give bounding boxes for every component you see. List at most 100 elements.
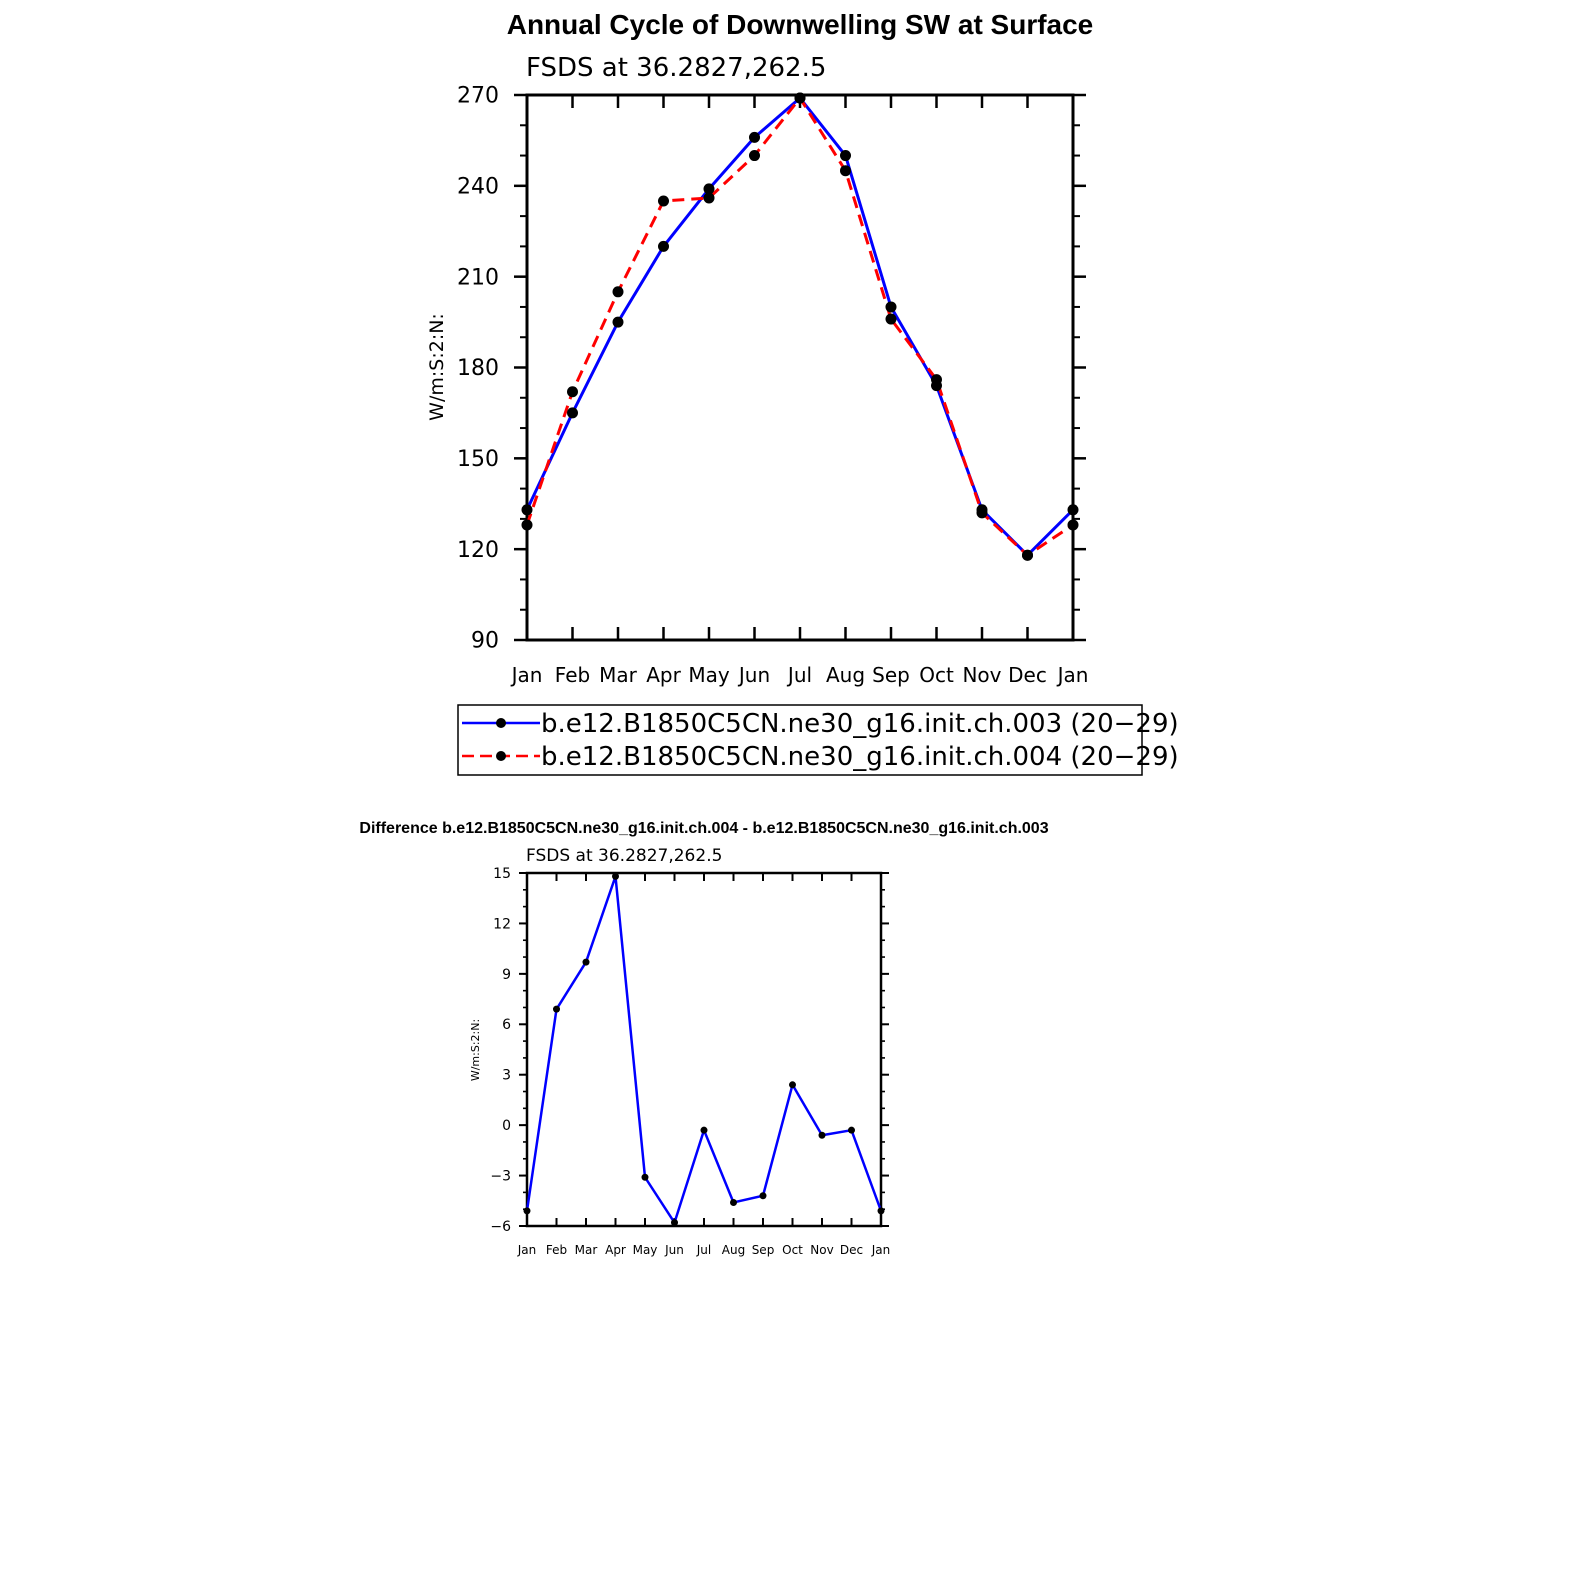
legend: b.e12.B1850C5CN.ne30_g16.init.ch.003 (20… <box>457 704 1179 776</box>
data-point-series-2 <box>612 286 624 298</box>
x-tick-label: Dec <box>1008 663 1047 687</box>
x-tick-label: Nov <box>810 1243 833 1257</box>
data-point-series-1 <box>523 1207 531 1215</box>
data-point-series-2 <box>976 507 988 519</box>
data-point-series-1 <box>521 504 533 516</box>
x-tick-label: Jan <box>1056 663 1089 687</box>
data-point-series-1 <box>641 1173 649 1181</box>
data-point-series-1 <box>582 958 590 966</box>
chart-title: Annual Cycle of Downwelling SW at Surfac… <box>507 9 1094 40</box>
x-tick-label: Jul <box>786 663 812 687</box>
x-tick-label: Oct <box>919 663 954 687</box>
data-point-series-1 <box>671 1219 678 1227</box>
x-tick-label: Jun <box>664 1243 684 1257</box>
data-point-series-1 <box>759 1192 767 1200</box>
chart-subtitle: FSDS at 36.2827,262.5 <box>526 53 826 83</box>
plot-frame: Jan Feb Mar Apr May Jun Jul Aug Sep Oct Nov Dec Jan−… <box>490 866 890 1257</box>
y-axis-label: W/m:S:2:N: <box>469 1019 482 1081</box>
data-point-series-2 <box>1067 519 1079 531</box>
data-point-series-1 <box>703 183 715 195</box>
legend-marker-series-1 <box>496 718 506 728</box>
data-point-series-1 <box>877 1207 885 1215</box>
data-point-series-1 <box>700 1126 708 1134</box>
data-point-series-2 <box>703 192 715 204</box>
x-tick-label: May <box>688 663 730 687</box>
x-tick-label: Nov <box>962 663 1001 687</box>
data-point-series-1 <box>885 301 897 313</box>
x-tick-label: Sep <box>752 1243 775 1257</box>
legend-label-series-2: b.e12.B1850C5CN.ne30_g16.init.ch.004 (20… <box>541 742 1179 772</box>
x-tick-label: Dec <box>840 1243 863 1257</box>
data-point-series-2 <box>567 386 578 398</box>
difference-chart: Difference b.e12.B1850C5CN.ne30_g16.init… <box>359 820 1048 1257</box>
series-layer <box>521 92 1079 561</box>
data-point-series-2 <box>931 374 942 386</box>
data-point-series-1 <box>730 1198 737 1206</box>
x-tick-label: Mar <box>599 663 638 687</box>
data-point-series-2 <box>1022 549 1033 561</box>
y-tick-label: 3 <box>502 1068 511 1084</box>
plot-frame: Jan Feb Mar Apr May Jun Jul Aug Sep Oct Nov Dec Jan 9… <box>457 84 1088 687</box>
data-point-series-1 <box>749 131 760 143</box>
data-point-series-1 <box>848 1126 855 1134</box>
x-tick-label: Oct <box>782 1243 803 1257</box>
data-point-series-1 <box>612 872 619 880</box>
x-tick-label: May <box>633 1243 658 1257</box>
plot-border <box>525 93 1075 642</box>
data-point-series-2 <box>794 92 806 104</box>
data-point-series-1 <box>840 150 851 162</box>
legend-marker-series-2 <box>496 751 506 761</box>
series-line-1 <box>525 96 1075 557</box>
y-tick-label: −6 <box>490 1219 511 1235</box>
y-tick-label: 6 <box>502 1017 511 1033</box>
data-point-series-1 <box>567 407 578 419</box>
x-tick-label: Jun <box>737 663 770 687</box>
data-point-series-2 <box>658 195 669 207</box>
y-tick-label: 0 <box>502 1118 511 1134</box>
y-tick-label: 240 <box>457 175 499 200</box>
data-point-series-2 <box>840 165 851 177</box>
y-tick-label: 270 <box>457 84 499 109</box>
y-tick-label: 15 <box>493 866 511 882</box>
data-point-series-1 <box>1067 504 1079 516</box>
x-tick-label: Aug <box>722 1243 745 1257</box>
y-axis-label: W/m:S:2:N: <box>426 313 448 421</box>
x-tick-label: Feb <box>546 1243 567 1257</box>
legend-label-series-1: b.e12.B1850C5CN.ne30_g16.init.ch.003 (20… <box>541 709 1179 739</box>
x-tick-label: Feb <box>555 663 590 687</box>
data-point-series-2 <box>885 313 897 325</box>
y-tick-label: 9 <box>502 967 511 983</box>
y-tick-label: 180 <box>457 356 499 381</box>
y-tick-label: −3 <box>490 1168 511 1184</box>
data-point-series-1 <box>818 1131 826 1139</box>
chart-title: Difference b.e12.B1850C5CN.ne30_g16.init… <box>359 820 1048 837</box>
data-point-series-2 <box>749 150 760 162</box>
data-point-series-2 <box>521 519 533 531</box>
x-tick-label: Jan <box>871 1243 891 1257</box>
x-tick-label: Mar <box>575 1243 598 1257</box>
y-tick-label: 210 <box>457 265 499 290</box>
y-tick-label: 90 <box>471 629 499 654</box>
data-point-series-1 <box>553 1005 560 1013</box>
data-point-series-1 <box>612 316 624 328</box>
series-line-1 <box>525 875 883 1224</box>
series-line-2 <box>525 96 1074 557</box>
data-point-series-1 <box>658 240 669 252</box>
plot-border <box>525 871 883 1228</box>
x-tick-label: Aug <box>826 663 865 687</box>
x-tick-label: Jan <box>517 1243 537 1257</box>
data-point-series-1 <box>789 1081 796 1089</box>
x-tick-label: Jan <box>510 663 543 687</box>
x-tick-label: Apr <box>605 1243 626 1257</box>
y-tick-label: 150 <box>457 447 499 472</box>
y-tick-label: 120 <box>457 538 499 563</box>
x-tick-label: Apr <box>646 663 681 687</box>
chart-subtitle: FSDS at 36.2827,262.5 <box>526 846 722 866</box>
x-tick-label: Sep <box>872 663 910 687</box>
legend-box <box>457 704 1143 776</box>
y-tick-label: 12 <box>493 916 511 932</box>
annual-cycle-chart: Annual Cycle of Downwelling SW at Surfac… <box>426 9 1179 776</box>
series-layer <box>523 872 885 1227</box>
